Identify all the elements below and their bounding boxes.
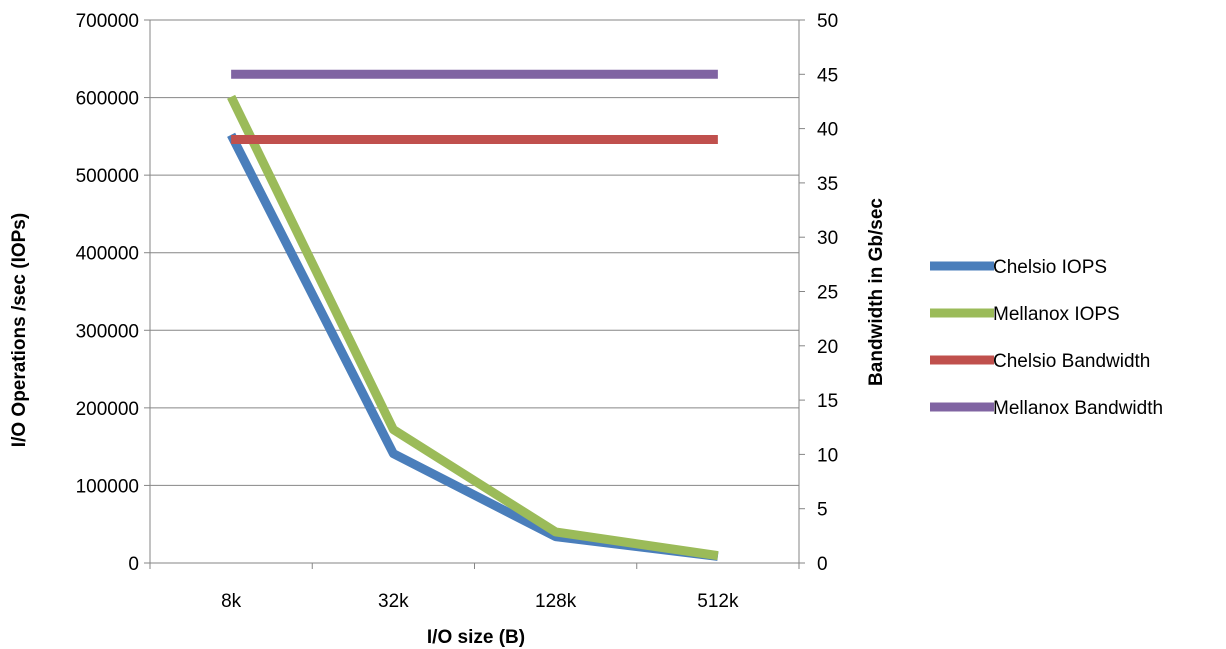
- left-tick-label: 700000: [76, 11, 139, 32]
- right-tick-label: 50: [817, 11, 838, 32]
- right-tick-label: 5: [817, 500, 828, 521]
- right-tick-label: 0: [817, 554, 828, 575]
- left-tick-label: 500000: [76, 166, 139, 187]
- left-tick-label: 600000: [76, 89, 139, 110]
- y-axis-left-title: I/O Operations /sec (IOPs): [9, 213, 30, 447]
- x-axis-ticks: 8k 32k 128k 512k: [149, 563, 800, 612]
- left-tick-label: 200000: [76, 399, 139, 420]
- right-tick-label: 15: [817, 391, 838, 412]
- right-tick-label: 10: [817, 445, 838, 466]
- x-tick-label: 128k: [535, 591, 577, 612]
- right-tick-label: 30: [817, 228, 838, 249]
- left-tick-label: 0: [128, 554, 139, 575]
- series-line-mellanox-iops: [227, 94, 719, 561]
- y-axis-right-title: Bandwidth in Gb/sec: [866, 198, 887, 386]
- left-tick-label: 400000: [76, 244, 139, 265]
- legend-label: Chelsio Bandwidth: [993, 351, 1150, 372]
- series-lines: [227, 69, 719, 561]
- right-tick-label: 40: [817, 120, 838, 141]
- gridlines: [150, 19, 799, 486]
- x-axis-title: I/O size (B): [427, 627, 525, 648]
- left-tick-label: 300000: [76, 321, 139, 342]
- series-line-chelsio-iops: [227, 132, 719, 561]
- x-tick-label: 512k: [697, 591, 739, 612]
- right-axis-ticks: 0 5 10 15 20 25 30 35 40 45 50: [799, 11, 838, 575]
- x-tick-label: 8k: [221, 591, 242, 612]
- legend-label: Mellanox Bandwidth: [993, 398, 1163, 419]
- right-tick-label: 25: [817, 283, 838, 304]
- left-axis-ticks: 0 100000 200000 300000 400000 500000 600000 700…: [76, 11, 150, 575]
- legend: Chelsio IOPS Mellanox IOPS Chelsio Bandwid…: [930, 257, 1163, 419]
- right-tick-label: 45: [817, 65, 838, 86]
- legend-label: Mellanox IOPS: [993, 304, 1120, 325]
- right-tick-label: 35: [817, 174, 838, 195]
- left-tick-label: 100000: [76, 476, 139, 497]
- legend-label: Chelsio IOPS: [993, 257, 1107, 278]
- right-tick-label: 20: [817, 337, 838, 358]
- x-tick-label: 32k: [378, 591, 409, 612]
